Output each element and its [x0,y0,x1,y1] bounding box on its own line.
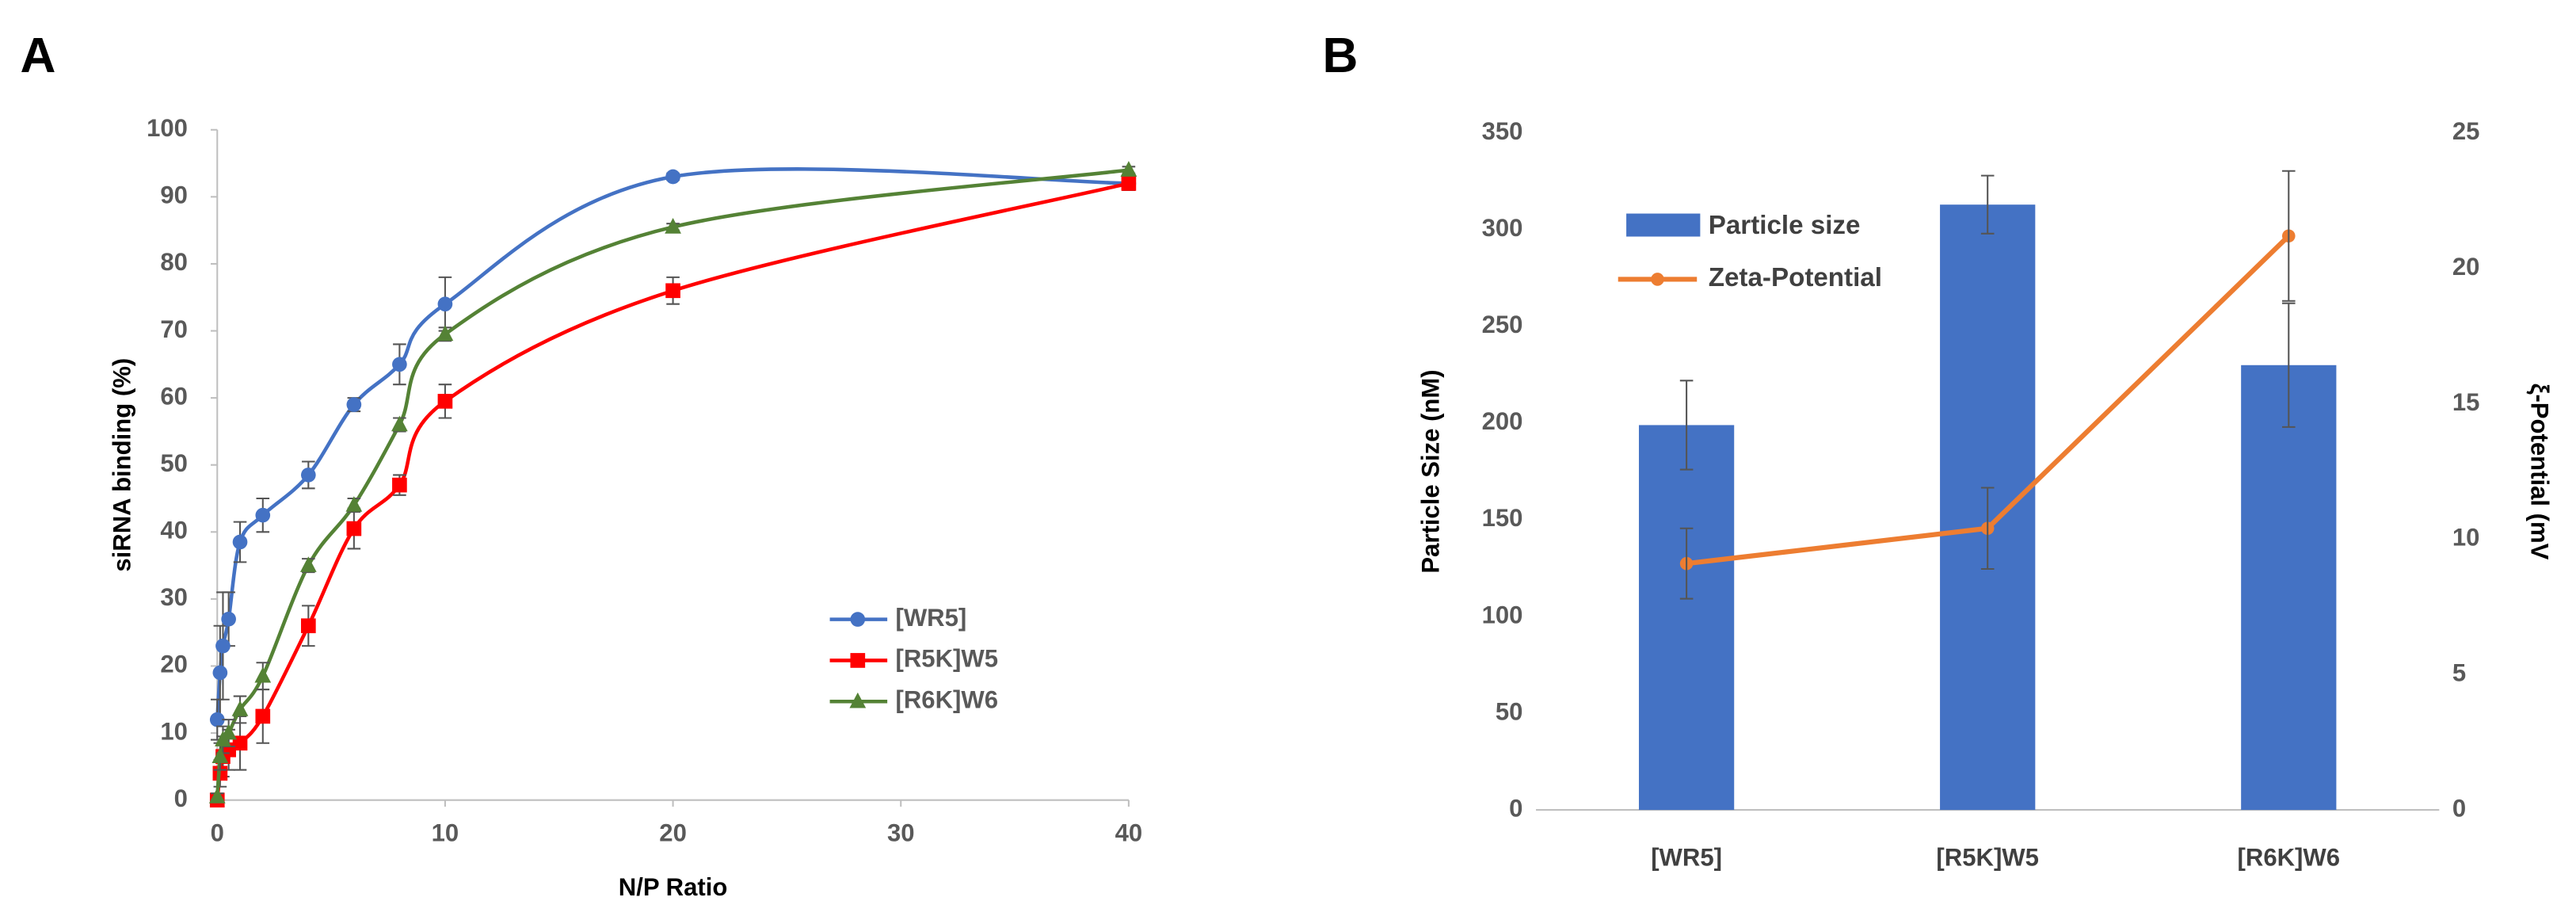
marker [850,612,866,627]
marker [211,747,229,763]
marker [209,712,225,727]
legend-label: [WR5] [896,604,967,632]
error-bar [2281,170,2296,302]
y2-tick-label: 5 [2452,659,2466,686]
error-bar [1980,174,1995,235]
line [215,167,1129,720]
y-tick-label: 30 [160,583,188,611]
y-tick-label: 350 [1482,117,1523,145]
y-tick-label: 100 [1482,601,1523,628]
y2-tick-label: 20 [2452,253,2480,281]
marker [437,296,453,312]
legend-swatch [1626,213,1701,237]
y2-tick-label: 25 [2452,117,2480,145]
y2-tick-label: 10 [2452,524,2480,552]
x-tick-label: [R6K]W6 [2238,844,2341,872]
y2-tick-label: 15 [2452,388,2480,416]
y-tick-label: 90 [160,181,188,209]
y-tick-label: 40 [160,517,188,544]
marker [221,611,236,627]
x-tick-label: [WR5] [1651,844,1722,872]
marker [437,394,453,409]
y-tick-label: 70 [160,315,188,343]
marker [391,415,408,432]
y-axis-label: Particle Size (nM) [1417,369,1445,573]
x-axis-label: N/P Ratio [619,873,728,901]
marker [1121,176,1137,191]
marker [208,788,226,804]
x-tick-label: 10 [432,819,459,846]
x-tick-label: 40 [1115,819,1143,846]
legend-label: Zeta-Potential [1709,263,1882,292]
marker [346,397,362,412]
marker [392,357,407,372]
marker [665,169,680,185]
y-tick-label: 0 [1509,794,1522,822]
marker [254,666,272,683]
y-tick-label: 100 [147,114,188,142]
y-axis-label: siRNA binding (%) [108,358,135,572]
y2-axis-label: ξ-Potential (mV [2525,384,2553,560]
legend-marker [1651,273,1664,286]
marker [665,218,681,234]
marker [300,468,316,483]
y-tick-label: 200 [1482,407,1523,435]
x-tick-label: 20 [659,819,687,846]
panel-label: A [20,29,55,83]
marker [346,521,362,536]
legend-label: Particle size [1709,211,1861,240]
legend-label: [R5K]W5 [896,645,998,673]
y-tick-label: 250 [1482,311,1523,338]
error-bar [2281,302,2296,428]
marker [215,638,231,654]
y-tick-label: 0 [174,784,188,812]
y-tick-label: 10 [160,717,188,745]
marker [300,618,316,634]
marker [1120,161,1137,177]
marker [665,283,680,299]
marker [345,496,363,512]
y-tick-label: 80 [160,248,188,276]
x-tick-label: [R5K]W5 [1936,844,2039,872]
marker [392,477,407,493]
y-tick-label: 150 [1482,504,1523,532]
y2-tick-label: 0 [2452,794,2466,822]
marker [231,700,249,716]
error-bar [1980,487,1995,571]
marker [212,665,228,681]
bar [1638,425,1735,811]
y-tick-label: 300 [1482,214,1523,242]
panel-label: B [1323,29,1358,83]
bar [2241,365,2337,811]
error-bar [1679,380,1694,471]
marker [232,534,248,550]
error-bar [1679,527,1694,600]
marker [850,653,866,668]
marker [849,692,867,708]
y-tick-label: 60 [160,382,188,410]
legend-label: [R6K]W6 [896,685,998,713]
marker [299,556,317,572]
x-tick-label: 0 [211,819,224,846]
marker [220,723,238,740]
x-tick-label: 30 [887,819,915,846]
y-tick-label: 50 [160,449,188,477]
y-tick-label: 50 [1496,697,1523,725]
y-tick-label: 20 [160,651,188,678]
marker [255,708,271,724]
marker [255,507,271,523]
marker [436,325,454,342]
